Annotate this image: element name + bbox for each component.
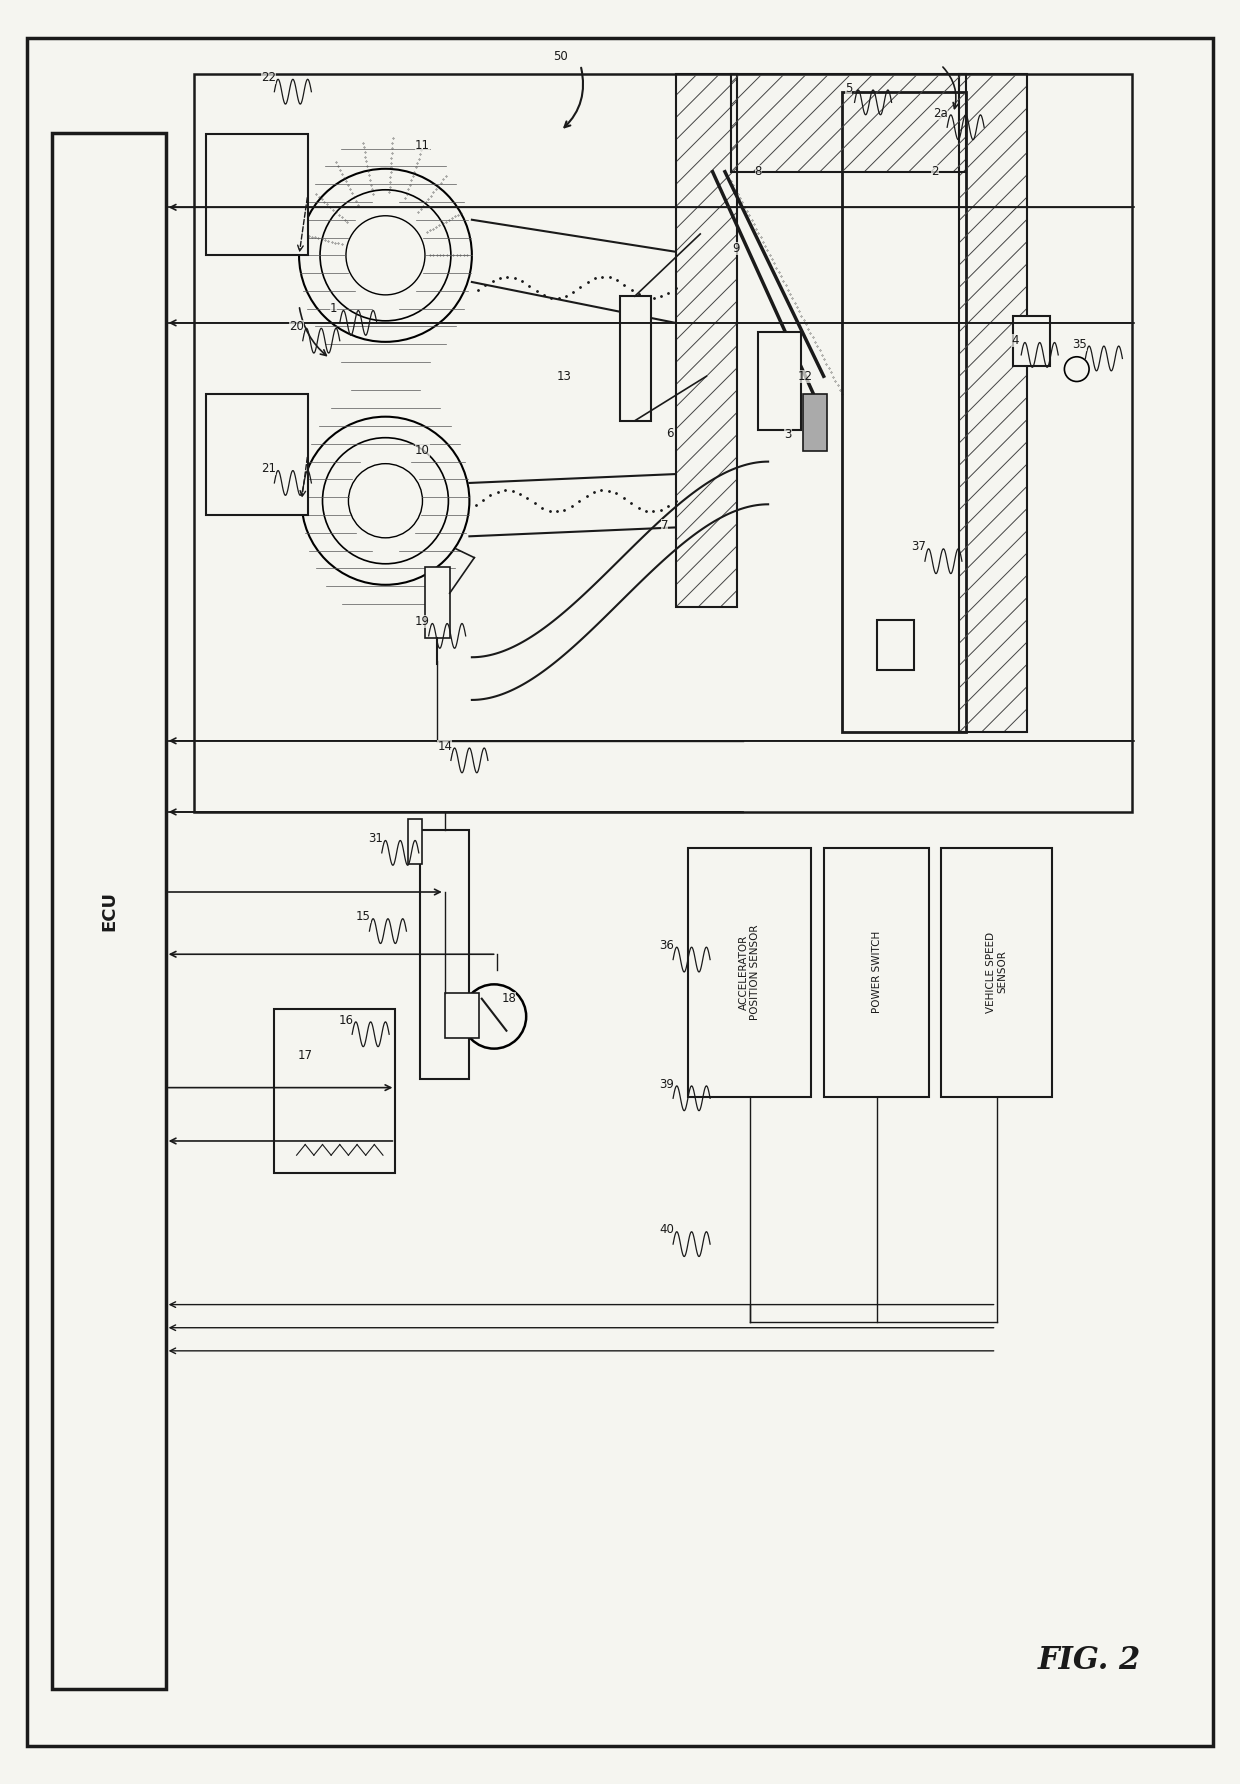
Text: 50: 50 xyxy=(553,50,568,62)
Text: 19: 19 xyxy=(415,615,430,628)
Text: 18: 18 xyxy=(501,992,516,1004)
Bar xyxy=(823,847,929,1097)
Text: 15: 15 xyxy=(356,910,371,924)
Text: VEHICLE SPEED
SENSOR: VEHICLE SPEED SENSOR xyxy=(986,931,1007,1013)
Bar xyxy=(941,847,1052,1097)
Text: 37: 37 xyxy=(911,541,926,553)
Text: 16: 16 xyxy=(339,1013,353,1026)
Text: FIG. 2: FIG. 2 xyxy=(1038,1645,1141,1675)
Circle shape xyxy=(463,985,526,1049)
Text: 9: 9 xyxy=(733,241,740,255)
Bar xyxy=(420,830,470,1079)
Bar xyxy=(445,994,480,1038)
Text: 2a: 2a xyxy=(934,107,949,120)
Text: 14: 14 xyxy=(438,740,453,753)
Text: 31: 31 xyxy=(368,831,383,846)
Bar xyxy=(732,73,966,171)
Text: ECU: ECU xyxy=(100,890,118,931)
Text: 36: 36 xyxy=(660,938,675,953)
Text: 4: 4 xyxy=(1012,334,1019,348)
Bar xyxy=(207,394,308,516)
Text: 6: 6 xyxy=(666,426,673,439)
Bar xyxy=(802,394,827,451)
Text: 22: 22 xyxy=(260,71,275,84)
Text: 5: 5 xyxy=(844,82,852,95)
Text: 1: 1 xyxy=(330,301,337,316)
Text: 39: 39 xyxy=(660,1078,675,1090)
Text: 8: 8 xyxy=(755,166,761,178)
Text: 40: 40 xyxy=(660,1224,675,1236)
Text: 20: 20 xyxy=(289,319,304,334)
Text: 13: 13 xyxy=(557,369,572,384)
Bar xyxy=(52,132,166,1689)
Ellipse shape xyxy=(1063,319,1090,369)
Bar xyxy=(408,819,423,863)
Text: 2: 2 xyxy=(931,166,939,178)
Bar xyxy=(274,1010,396,1174)
Text: 3: 3 xyxy=(784,428,791,441)
Text: 11: 11 xyxy=(415,139,430,152)
Text: 10: 10 xyxy=(415,444,430,457)
Bar xyxy=(425,567,450,637)
Text: 7: 7 xyxy=(661,519,668,532)
Bar xyxy=(1013,316,1049,366)
Text: 17: 17 xyxy=(298,1049,312,1061)
Text: ACCELERATOR
POSITION SENSOR: ACCELERATOR POSITION SENSOR xyxy=(739,924,760,1020)
Bar xyxy=(620,296,651,421)
Text: 21: 21 xyxy=(260,462,275,475)
Bar xyxy=(688,847,811,1097)
Bar xyxy=(842,91,966,731)
Bar xyxy=(207,134,308,255)
Bar xyxy=(676,73,738,607)
Text: POWER SWITCH: POWER SWITCH xyxy=(872,931,882,1013)
Text: 12: 12 xyxy=(797,369,812,384)
Bar xyxy=(960,73,1028,731)
Text: 35: 35 xyxy=(1071,337,1086,351)
Bar xyxy=(877,619,914,669)
Bar xyxy=(758,332,801,430)
Bar xyxy=(195,73,1132,812)
